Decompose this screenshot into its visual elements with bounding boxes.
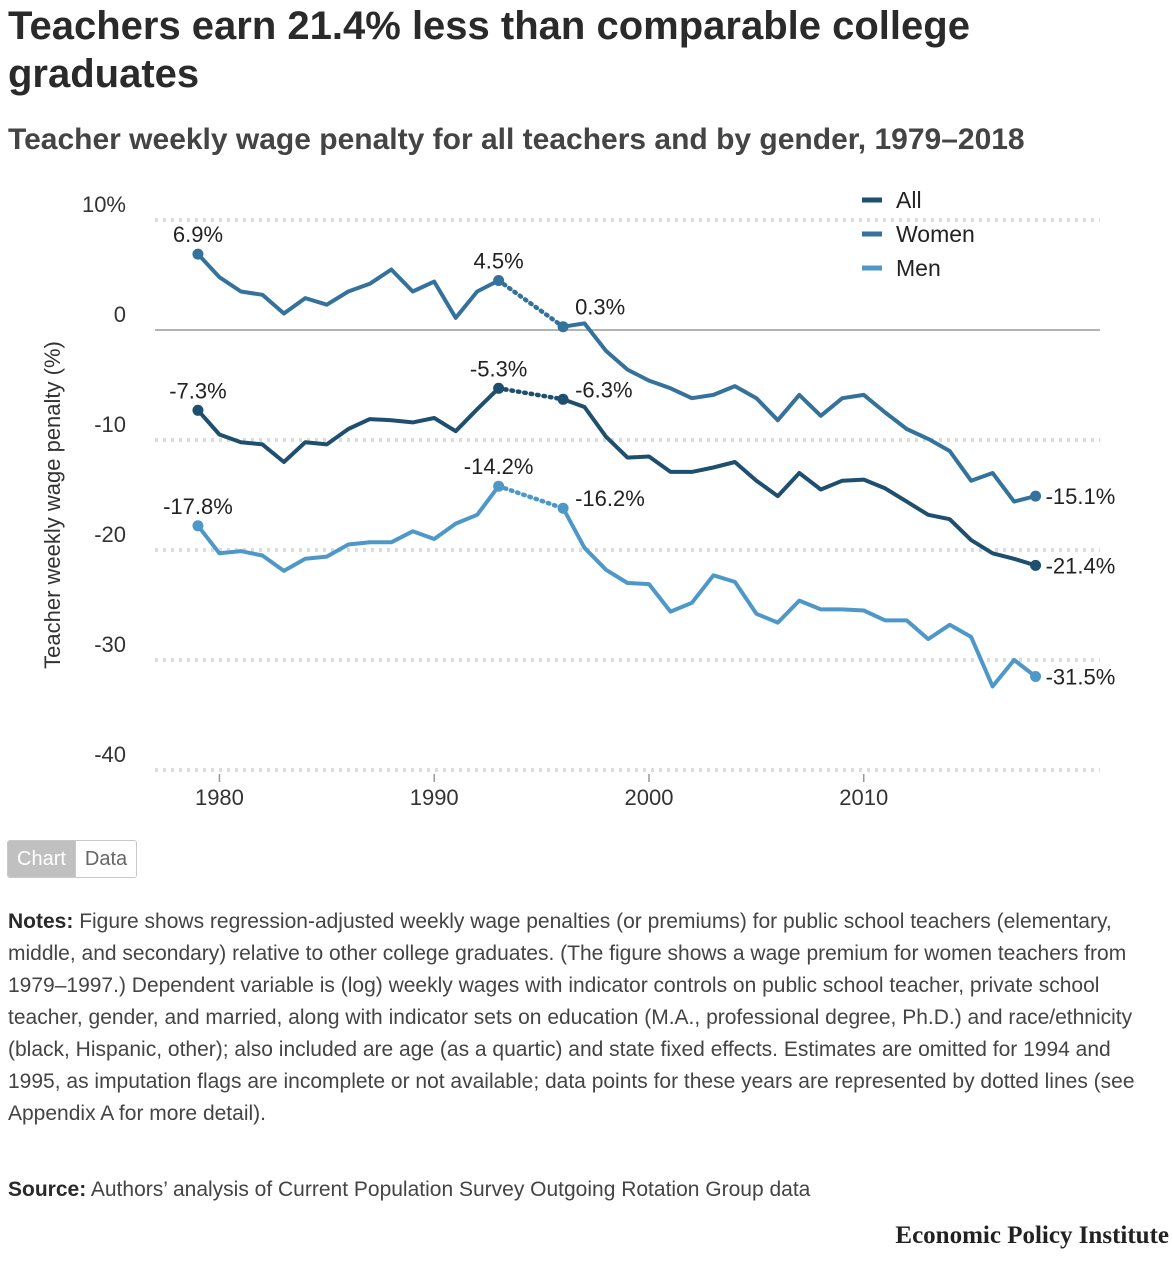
series-gap-dotted-all: [496, 386, 566, 402]
x-tick-label: 1990: [410, 785, 459, 810]
y-tick-label: 0: [114, 302, 126, 327]
y-tick-label: -10: [94, 412, 126, 437]
data-label-women: 4.5%: [474, 249, 524, 274]
data-point-all: [192, 404, 204, 416]
series-line-men: [196, 484, 501, 573]
chart-title: Teachers earn 21.4% less than comparable…: [8, 4, 970, 96]
legend-label-all: All: [896, 187, 922, 213]
source-text: Authors’ analysis of Current Population …: [90, 1178, 811, 1201]
y-tick-label: -30: [94, 632, 126, 657]
notes-label: Notes:: [8, 910, 74, 933]
data-label-men: -17.8%: [163, 494, 233, 519]
legend-label-women: Women: [896, 221, 975, 247]
data-point-all: [493, 382, 505, 394]
data-point-men: [192, 520, 204, 532]
series-line-all: [561, 397, 1038, 568]
series-line-women: [196, 252, 501, 320]
data-point-women: [493, 275, 505, 286]
series-line-men: [561, 506, 1038, 689]
x-tick-label: 2000: [625, 785, 674, 810]
series-line-all: [196, 386, 501, 464]
data-point-all: [557, 393, 569, 405]
data-point-women: [557, 321, 569, 333]
y-tick-label: 10%: [82, 192, 126, 217]
series-line-women: [561, 321, 1038, 504]
data-label-men: -14.2%: [464, 454, 534, 479]
data-label-men: -31.5%: [1046, 665, 1116, 690]
y-axis-title: Teacher weekly wage penalty (%): [40, 341, 65, 669]
y-tick-label: -20: [94, 522, 126, 547]
chart-tab[interactable]: Chart: [8, 841, 75, 877]
series-gap-dotted-men: [496, 483, 566, 511]
x-tick-label: 2010: [839, 785, 888, 810]
data-point-all: [1030, 559, 1042, 571]
data-label-men: -16.2%: [575, 486, 645, 511]
legend-label-men: Men: [896, 255, 941, 281]
notes: Notes: Figure shows regression-adjusted …: [8, 906, 1148, 1130]
data-point-men: [493, 480, 505, 492]
data-label-women: 6.9%: [173, 222, 223, 247]
data-label-all: -7.3%: [169, 378, 226, 403]
line-chart: 10% 0 -10 -20 -30 -40 1980 1990 2000 2010 Teacher …: [40, 187, 1116, 810]
data-point-women: [1030, 490, 1042, 502]
data-point-men: [557, 502, 569, 514]
data-label-all: -6.3%: [575, 377, 632, 402]
data-label-women: 0.3%: [575, 295, 625, 320]
x-tick-label: 1980: [195, 785, 244, 810]
epi-logo: Economic Policy Institute: [895, 1222, 1169, 1249]
data-label-all: -5.3%: [470, 356, 527, 381]
notes-text: Figure shows regression-adjusted weekly …: [8, 910, 1135, 1125]
data-point-women: [192, 248, 204, 260]
data-point-men: [1030, 671, 1042, 682]
view-toggle: Chart Data: [7, 840, 138, 878]
source-label: Source:: [8, 1178, 87, 1201]
series-gap-dotted-women: [496, 278, 566, 329]
data-tab[interactable]: Data: [74, 841, 137, 877]
data-label-all: -21.4%: [1046, 553, 1116, 578]
chart-subtitle: Teacher weekly wage penalty for all teac…: [8, 123, 1025, 156]
data-label-women: -15.1%: [1046, 484, 1116, 509]
source: Source: Authors’ analysis of Current Pop…: [8, 1174, 1148, 1206]
y-tick-label: -40: [94, 742, 126, 767]
